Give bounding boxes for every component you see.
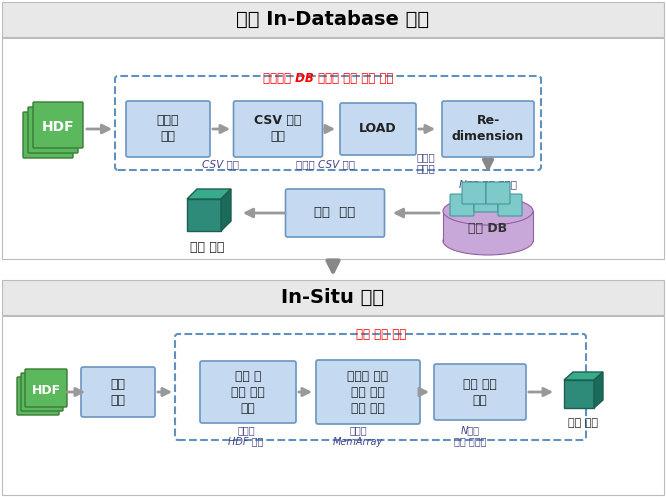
FancyBboxPatch shape — [486, 182, 510, 204]
FancyBboxPatch shape — [2, 2, 664, 37]
FancyBboxPatch shape — [187, 199, 221, 231]
Text: 노드 별
로컬 청크
생성: 노드 별 로컬 청크 생성 — [231, 369, 265, 414]
Text: 분산된 CSV 파일: 분산된 CSV 파일 — [296, 159, 356, 169]
Text: 실제 질의
처리: 실제 질의 처리 — [463, 378, 497, 407]
FancyBboxPatch shape — [340, 103, 416, 155]
Ellipse shape — [443, 227, 533, 255]
FancyBboxPatch shape — [462, 182, 486, 204]
FancyBboxPatch shape — [564, 380, 594, 408]
FancyBboxPatch shape — [234, 101, 322, 157]
FancyBboxPatch shape — [81, 367, 155, 417]
Text: CSV 파일
분산: CSV 파일 분산 — [254, 114, 302, 144]
Polygon shape — [564, 372, 603, 380]
Text: 데이터의 DB 적재를 위한 전체 과정: 데이터의 DB 적재를 위한 전체 과정 — [263, 73, 393, 85]
Text: N차원 배열 청크들: N차원 배열 청크들 — [459, 179, 517, 189]
Text: 전처리
과정: 전처리 과정 — [157, 114, 179, 144]
Text: HDF: HDF — [42, 120, 75, 134]
Ellipse shape — [443, 197, 533, 225]
Text: 결과 배열: 결과 배열 — [190, 241, 224, 254]
FancyBboxPatch shape — [450, 194, 474, 216]
FancyBboxPatch shape — [2, 280, 664, 315]
Text: 기존 In-Database 분석: 기존 In-Database 분석 — [236, 9, 430, 28]
FancyBboxPatch shape — [200, 361, 296, 423]
Text: 질의 처리 과정: 질의 처리 과정 — [356, 328, 406, 340]
Text: In-Situ 분석: In-Situ 분석 — [282, 287, 384, 307]
FancyBboxPatch shape — [25, 369, 67, 407]
Text: 노드별
MemArray: 노드별 MemArray — [333, 425, 383, 447]
Text: 파일
병합: 파일 병합 — [111, 378, 125, 407]
Text: Re-
dimension: Re- dimension — [452, 114, 524, 144]
FancyBboxPatch shape — [2, 38, 664, 259]
FancyBboxPatch shape — [2, 316, 664, 495]
FancyBboxPatch shape — [442, 101, 534, 157]
Text: LOAD: LOAD — [359, 122, 397, 136]
FancyBboxPatch shape — [21, 373, 63, 411]
FancyBboxPatch shape — [434, 364, 526, 420]
Text: 질의  처리: 질의 처리 — [314, 206, 356, 220]
FancyBboxPatch shape — [316, 360, 420, 424]
Text: 병합된
HDF 파일: 병합된 HDF 파일 — [228, 425, 264, 447]
Text: 글로벌 매핑
통한 전체
배열 생성: 글로벌 매핑 통한 전체 배열 생성 — [348, 369, 388, 414]
FancyBboxPatch shape — [33, 102, 83, 148]
Text: 일차원
배열들: 일차원 배열들 — [417, 152, 436, 173]
FancyBboxPatch shape — [443, 211, 533, 241]
Text: CSV 파일: CSV 파일 — [202, 159, 238, 169]
FancyBboxPatch shape — [498, 194, 522, 216]
FancyBboxPatch shape — [474, 190, 498, 212]
FancyBboxPatch shape — [286, 189, 384, 237]
Text: 결과 배열: 결과 배열 — [568, 418, 598, 428]
FancyBboxPatch shape — [28, 107, 78, 153]
Text: 배열 DB: 배열 DB — [468, 223, 507, 236]
FancyBboxPatch shape — [23, 112, 73, 158]
Polygon shape — [187, 189, 231, 199]
Text: N차원
배열 청크들: N차원 배열 청크들 — [454, 425, 486, 447]
FancyBboxPatch shape — [17, 377, 59, 415]
FancyBboxPatch shape — [126, 101, 210, 157]
Polygon shape — [221, 189, 231, 231]
Polygon shape — [594, 372, 603, 408]
Text: HDF: HDF — [31, 384, 61, 397]
